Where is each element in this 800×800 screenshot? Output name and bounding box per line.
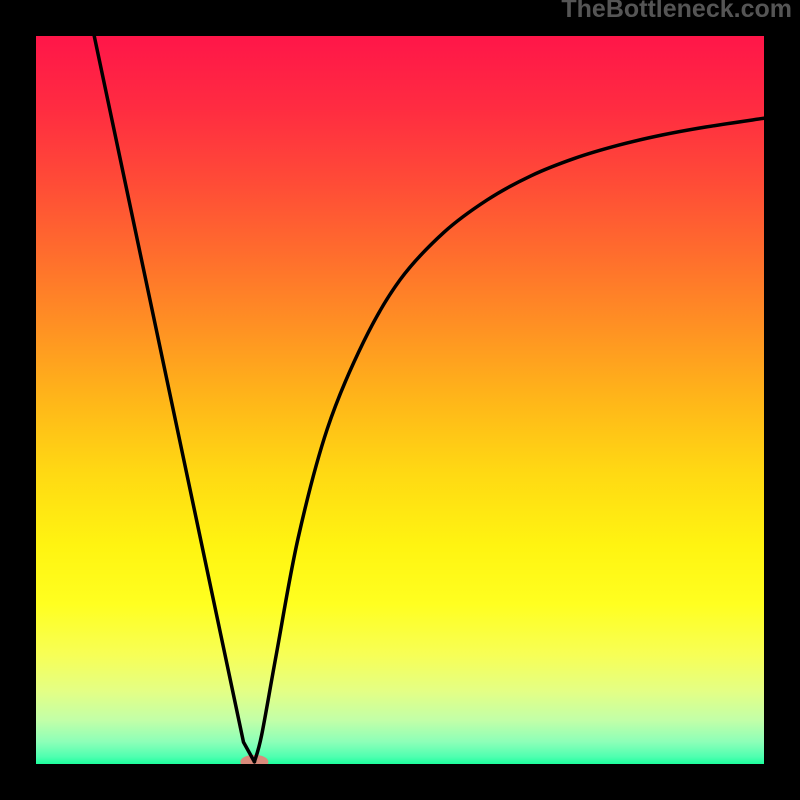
figure-root: TheBottleneck.com bbox=[0, 0, 800, 800]
curve-left bbox=[94, 36, 254, 762]
curve-layer bbox=[36, 36, 764, 764]
curve-right bbox=[254, 118, 764, 762]
watermark-text: TheBottleneck.com bbox=[561, 0, 792, 24]
plot-area bbox=[36, 36, 764, 764]
